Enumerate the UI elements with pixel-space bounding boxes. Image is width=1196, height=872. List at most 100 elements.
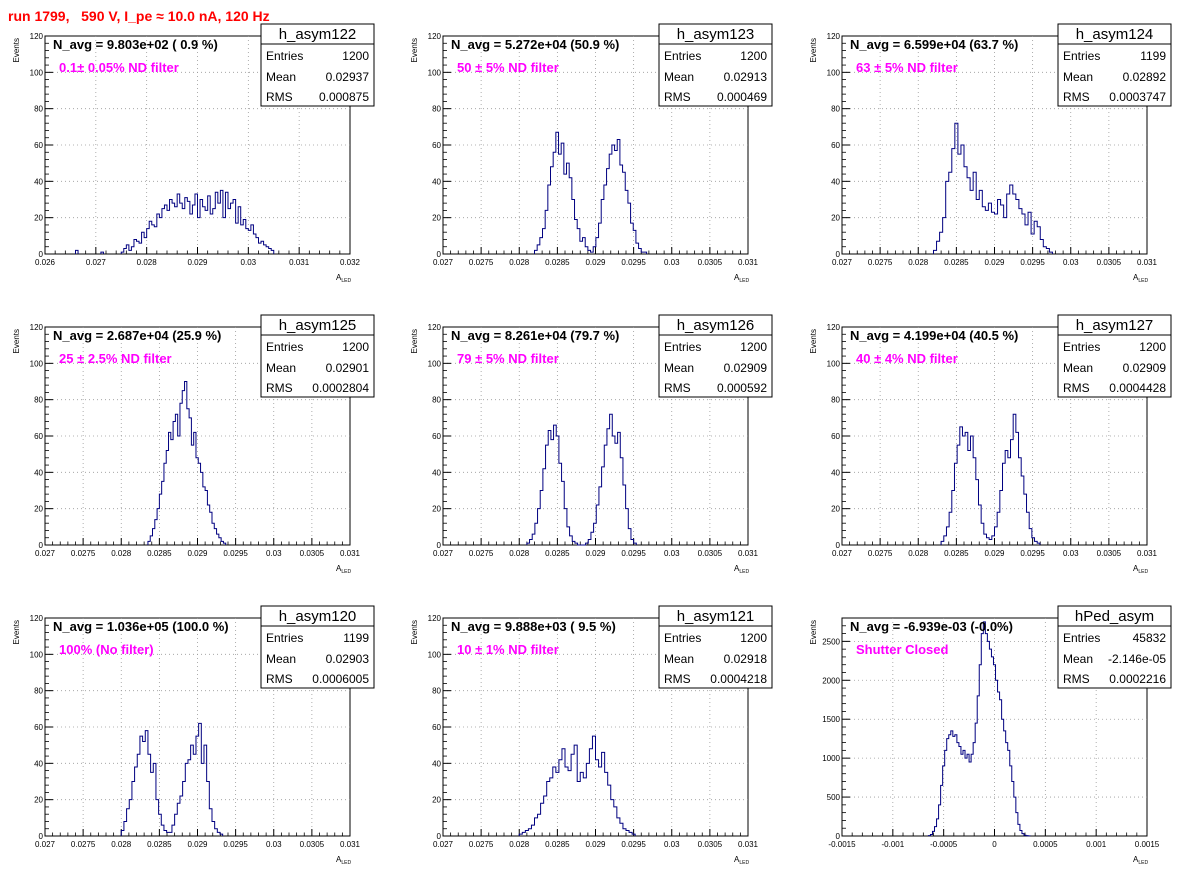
x-tick-label: 0.031 <box>340 549 361 558</box>
y-axis-label: Events <box>410 329 419 353</box>
y-tick-label: 120 <box>827 323 841 332</box>
stats-value-entries: 1200 <box>740 340 767 354</box>
x-tick-label: 0.026 <box>35 258 56 267</box>
stats-value-mean: 0.02909 <box>1123 361 1167 375</box>
histogram-pad-h_asym121: 0.027 0.0275 0.028 0.0285 0.029 0.0295 0.03 0.0… <box>410 605 773 866</box>
y-tick-label: 120 <box>30 32 44 41</box>
stats-label-mean: Mean <box>266 652 296 666</box>
x-tick-label: 0 <box>992 840 997 849</box>
x-axis-label: ALED <box>1133 273 1148 284</box>
x-tick-label: 0.0275 <box>868 549 893 558</box>
stats-value-entries: 1199 <box>1140 49 1166 63</box>
y-tick-label: 0 <box>836 541 841 550</box>
x-tick-label: 0.031 <box>738 258 759 267</box>
y-tick-label: 60 <box>831 432 840 441</box>
histogram-pad-h_asym122: 0.026 0.027 0.028 0.029 0.03 0.031 0.032 0 20 40 6… <box>12 23 375 284</box>
x-tick-label: 0.0005 <box>1033 840 1058 849</box>
x-tick-label: 0.0305 <box>300 549 325 558</box>
x-tick-label: 0.0275 <box>71 840 96 849</box>
stats-value-rms: 0.0006005 <box>312 672 369 686</box>
y-axis-label: Events <box>809 329 818 353</box>
stats-box-title: h_asym121 <box>677 608 755 625</box>
x-axis-label: ALED <box>734 273 749 284</box>
x-tick-label: 0.0285 <box>944 549 969 558</box>
x-tick-label: 0.0295 <box>223 549 248 558</box>
y-axis-label: Events <box>12 38 21 62</box>
stats-value-mean: 0.02892 <box>1123 70 1167 84</box>
stats-label-rms: RMS <box>1063 90 1090 104</box>
stats-value-rms: 0.000875 <box>319 90 369 104</box>
y-tick-label: 40 <box>432 177 441 186</box>
stats-label-rms: RMS <box>1063 381 1090 395</box>
y-tick-label: 0 <box>39 541 44 550</box>
y-tick-label: 100 <box>428 68 442 77</box>
y-tick-label: 120 <box>827 32 841 41</box>
y-tick-label: 20 <box>432 796 441 805</box>
stats-value-rms: 0.0002804 <box>312 381 369 395</box>
y-tick-label: 20 <box>34 214 43 223</box>
navg-label: N_avg = 9.803e+02 ( 0.9 %) <box>53 37 218 52</box>
filter-annotation: Shutter Closed <box>856 642 949 657</box>
navg-label: N_avg = 2.687e+04 (25.9 %) <box>53 328 221 343</box>
histogram-pad-h_asym123: 0.027 0.0275 0.028 0.0285 0.029 0.0295 0.03 0.0… <box>410 23 773 284</box>
stats-value-mean: -2.146e-05 <box>1108 652 1166 666</box>
stats-label-mean: Mean <box>664 652 694 666</box>
stats-box <box>658 314 773 398</box>
stats-value-mean: 0.02901 <box>326 361 370 375</box>
x-tick-label: 0.027 <box>35 840 56 849</box>
x-tick-label: 0.03 <box>1063 549 1079 558</box>
x-tick-label: 0.028 <box>509 549 530 558</box>
x-axis-label: ALED <box>1133 855 1148 866</box>
x-tick-label: 0.03 <box>664 258 680 267</box>
stats-box-title: h_asym127 <box>1076 317 1154 334</box>
x-axis-label: ALED <box>336 564 351 575</box>
run-title: run 1799, 590 V, I_pe ≈ 10.0 nA, 120 Hz <box>8 8 270 24</box>
histogram-pad-h_asym124: 0.027 0.0275 0.028 0.0285 0.029 0.0295 0.03 0.0… <box>809 23 1172 284</box>
x-tick-label: 0.029 <box>585 258 606 267</box>
filter-annotation: 79 ± 5% ND filter <box>457 351 559 366</box>
histogram-pad-h_asym120: 0.027 0.0275 0.028 0.0285 0.029 0.0295 0.03 0.0… <box>12 605 375 866</box>
x-tick-label: 0.029 <box>984 258 1005 267</box>
y-tick-label: 60 <box>34 432 43 441</box>
x-tick-label: 0.0295 <box>1020 258 1045 267</box>
x-tick-label: 0.029 <box>187 840 208 849</box>
stats-value-entries: 1199 <box>343 631 369 645</box>
filter-annotation: 63 ± 5% ND filter <box>856 60 958 75</box>
stats-label-entries: Entries <box>266 631 303 645</box>
y-tick-label: 80 <box>432 396 441 405</box>
filter-annotation: 0.1± 0.05% ND filter <box>59 60 179 75</box>
stats-label-rms: RMS <box>1063 672 1090 686</box>
x-tick-label: 0.027 <box>86 258 107 267</box>
histogram-pad-h_asym126: 0.027 0.0275 0.028 0.0285 0.029 0.0295 0.03 0.0… <box>410 314 773 575</box>
x-tick-label: 0.0275 <box>469 258 494 267</box>
stats-box <box>658 605 773 689</box>
y-tick-label: 40 <box>34 759 43 768</box>
x-axis-label: ALED <box>734 855 749 866</box>
y-tick-label: 80 <box>432 105 441 114</box>
y-tick-label: 20 <box>831 505 840 514</box>
x-tick-label: 0.028 <box>137 258 158 267</box>
x-tick-label: 0.0295 <box>621 840 646 849</box>
stats-box <box>260 605 375 689</box>
navg-label: N_avg = 9.888e+03 ( 9.5 %) <box>451 619 616 634</box>
x-tick-label: 0.0305 <box>1097 258 1122 267</box>
y-tick-label: 1000 <box>822 754 840 763</box>
stats-box <box>1057 605 1172 689</box>
y-tick-label: 60 <box>34 141 43 150</box>
x-tick-label: 0.027 <box>832 258 853 267</box>
x-tick-label: 0.029 <box>187 258 208 267</box>
stats-label-rms: RMS <box>664 672 691 686</box>
stats-label-entries: Entries <box>664 340 701 354</box>
y-tick-label: 40 <box>432 468 441 477</box>
histogram-outlier-bin <box>100 251 104 254</box>
y-tick-label: 40 <box>831 177 840 186</box>
filter-annotation: 100% (No filter) <box>59 642 154 657</box>
stats-value-rms: 0.0002216 <box>1109 672 1166 686</box>
x-tick-label: 0.031 <box>1137 258 1158 267</box>
x-tick-label: 0.03 <box>266 840 282 849</box>
stats-label-entries: Entries <box>1063 340 1100 354</box>
x-tick-label: 0.001 <box>1086 840 1107 849</box>
stats-label-mean: Mean <box>1063 652 1093 666</box>
stats-label-rms: RMS <box>664 90 691 104</box>
y-tick-label: 60 <box>831 141 840 150</box>
